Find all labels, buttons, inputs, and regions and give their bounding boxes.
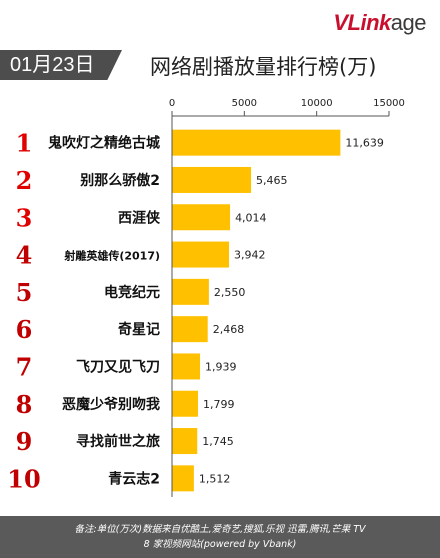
value-label: 1,745 bbox=[202, 435, 234, 448]
category-label: 西涯侠 bbox=[118, 209, 161, 226]
rank-number: 8 bbox=[16, 390, 33, 419]
rank-number: 4 bbox=[16, 241, 33, 270]
x-tick-label: 5000 bbox=[232, 98, 257, 109]
value-label: 1,939 bbox=[205, 360, 237, 373]
category-label: 鬼吹灯之精绝古城 bbox=[48, 135, 160, 152]
rank-number: 2 bbox=[16, 166, 33, 195]
chart-title: 网络剧播放量排行榜(万) bbox=[150, 55, 377, 79]
bar bbox=[172, 129, 341, 156]
footer-line-1: 备注:单位(万次)数据来自优酷土,爱奇艺,搜狐,乐视 迅雷,腾讯,芒果 TV bbox=[74, 524, 366, 535]
rank-number: 5 bbox=[16, 278, 33, 307]
bar bbox=[172, 465, 194, 492]
value-label: 11,639 bbox=[345, 137, 384, 150]
x-tick-label: 10000 bbox=[301, 98, 333, 109]
footer-note: 备注:单位(万次)数据来自优酷土,爱奇艺,搜狐,乐视 迅雷,腾讯,芒果 TV 8… bbox=[0, 516, 440, 558]
footer-line-2: 8 家视频网站(powered by Vbank) bbox=[143, 539, 297, 550]
value-label: 2,550 bbox=[214, 286, 246, 299]
bar bbox=[172, 353, 201, 380]
value-label: 4,014 bbox=[235, 211, 267, 224]
category-label: 飞刀又见飞刀 bbox=[76, 359, 160, 375]
value-label: 5,465 bbox=[256, 174, 288, 187]
bar bbox=[172, 390, 199, 417]
x-tick-label: 0 bbox=[169, 98, 175, 109]
bar bbox=[172, 316, 208, 343]
bar bbox=[172, 428, 198, 455]
logo-part-2: age bbox=[390, 10, 427, 35]
category-label: 寻找前世之旅 bbox=[76, 433, 160, 450]
bar bbox=[172, 278, 209, 305]
logo-part-1: VLink bbox=[333, 10, 391, 35]
value-label: 1,799 bbox=[203, 398, 235, 411]
bars: 11,639 鬼吹灯之精绝古城 1 5,465 别那么骄傲2 2 4,014 西涯侠 3 3,94… bbox=[7, 129, 384, 494]
rank-number: 9 bbox=[16, 427, 33, 456]
category-label: 别那么骄傲2 bbox=[79, 172, 160, 189]
bar bbox=[172, 241, 230, 268]
rank-number: 10 bbox=[7, 464, 40, 493]
rank-number: 3 bbox=[16, 203, 33, 232]
x-axis-ticks: 0 5000 10000 15000 bbox=[169, 98, 405, 117]
rank-number: 6 bbox=[16, 315, 33, 344]
category-label: 射雕英雄传(2017) bbox=[63, 249, 160, 263]
vlinkage-logo: VLinkage bbox=[333, 10, 426, 36]
x-tick-label: 15000 bbox=[373, 98, 405, 109]
bar bbox=[172, 204, 231, 231]
rank-number: 1 bbox=[16, 129, 33, 158]
rank-number: 7 bbox=[16, 352, 33, 381]
category-label: 青云志2 bbox=[108, 470, 160, 487]
category-label: 恶魔少爷别吻我 bbox=[62, 396, 160, 413]
category-label: 电竞纪元 bbox=[104, 284, 160, 301]
bar bbox=[172, 166, 252, 193]
category-label: 奇星记 bbox=[118, 321, 160, 338]
value-label: 3,942 bbox=[234, 249, 265, 262]
bar-chart: 0 5000 10000 15000 11,639 鬼吹灯之精绝古城 1 5,465 别那么骄… bbox=[7, 98, 405, 497]
value-label: 2,468 bbox=[213, 323, 245, 336]
value-label: 1,512 bbox=[199, 472, 231, 485]
date-badge: 01月23日 bbox=[0, 50, 122, 80]
